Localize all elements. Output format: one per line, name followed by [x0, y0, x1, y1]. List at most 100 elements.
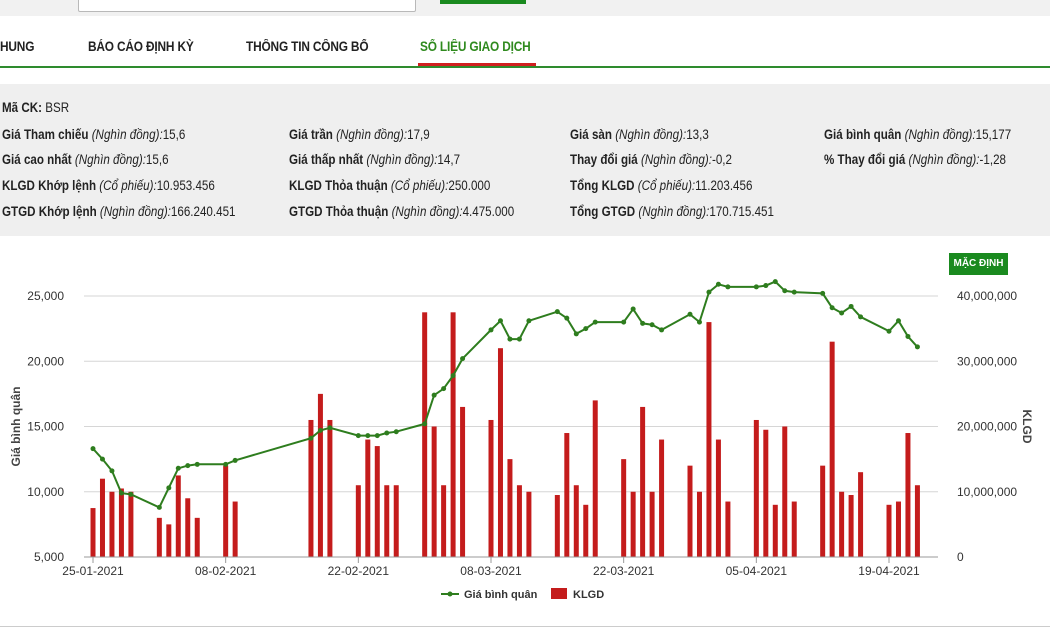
avg-price-point	[782, 288, 788, 294]
klgd-bar	[895, 501, 901, 557]
klgd-bar	[450, 312, 456, 557]
tab-bar: HUNG BÁO CÁO ĐỊNH KỲ THÔNG TIN CÔNG BỐ S…	[0, 16, 1050, 68]
klgd-bar	[327, 419, 333, 557]
klgd-bar	[175, 475, 181, 557]
avg-price-point	[384, 430, 390, 436]
y-left-tick-label: 25,000	[27, 289, 64, 303]
y-right-tick-label: 40,000,000	[957, 289, 1017, 303]
legend-bar-label: KLGD	[573, 589, 604, 601]
avg-price-point	[156, 504, 162, 510]
y-left-tick-label: 15,000	[27, 420, 64, 434]
search-input[interactable]	[78, 0, 416, 12]
klgd-bar	[573, 485, 579, 557]
x-tick-label: 19-04-2021	[858, 564, 920, 578]
tab-periodic-reports[interactable]: BÁO CÁO ĐỊNH KỲ	[88, 39, 194, 54]
klgd-bar	[526, 491, 532, 557]
avg-price-point	[90, 446, 96, 452]
klgd-bar	[355, 485, 361, 557]
tab-trading-data[interactable]: SỐ LIỆU GIAO DỊCH	[420, 39, 531, 54]
avg-price-point	[554, 309, 560, 315]
avg-price-point	[374, 433, 380, 439]
avg-price-point	[753, 284, 759, 290]
avg-price-point	[839, 310, 845, 316]
avg-price-point	[630, 306, 636, 312]
klgd-bar	[886, 504, 892, 557]
avg-price-point	[592, 319, 598, 325]
klgd-bar	[763, 429, 769, 557]
avg-price-point	[431, 392, 437, 398]
search-button[interactable]	[440, 0, 526, 4]
tab-disclosures[interactable]: THÔNG TIN CÔNG BỐ	[246, 39, 369, 54]
klgd-bar	[659, 439, 665, 557]
avg-price: Giá bình quân (Nghìn đồng):15,177	[824, 127, 1012, 142]
klgd-bar	[772, 504, 778, 557]
klgd-bar	[374, 446, 380, 557]
avg-price-point	[914, 344, 920, 350]
avg-price-point	[422, 421, 428, 427]
klgd-bar	[308, 419, 314, 557]
klgd-bar	[507, 459, 513, 557]
avg-price-line	[92, 280, 919, 509]
legend-line-marker	[447, 591, 453, 597]
avg-price-point	[450, 373, 456, 379]
klgd-bar	[905, 433, 911, 557]
avg-price-point	[526, 318, 532, 324]
avg-price-point	[118, 490, 124, 496]
avg-price-point	[858, 314, 864, 320]
klgd-bar	[725, 501, 731, 557]
avg-price-point	[640, 320, 646, 326]
default-view-button[interactable]: MẶC ĐỊNH	[949, 253, 1008, 275]
avg-price-point	[886, 328, 892, 334]
klgd-bar	[516, 485, 522, 557]
klgd-bar	[829, 341, 835, 557]
legend-line-label: Giá bình quân	[464, 589, 538, 601]
avg-price-point	[488, 327, 494, 333]
y-right-tick-label: 20,000,000	[957, 420, 1017, 434]
klgd-bar	[441, 485, 447, 557]
floor-price: Giá sàn (Nghìn đồng):13,3	[570, 127, 709, 142]
active-tab-indicator	[418, 63, 536, 66]
legend-bar-swatch	[551, 588, 567, 599]
gtgd-match: GTGD Khớp lệnh (Nghìn đồng):166.240.451	[2, 204, 236, 219]
avg-price-point	[365, 433, 371, 439]
avg-price-point	[820, 290, 826, 296]
klgd-bar	[109, 491, 115, 557]
klgd-bar	[592, 400, 598, 557]
klgd-bar	[365, 439, 371, 557]
klgd-bar	[460, 406, 466, 557]
avg-price-point	[791, 289, 797, 295]
klgd-bar	[90, 508, 96, 557]
avg-price-point	[166, 485, 172, 491]
klgd-bar	[621, 459, 627, 557]
avg-price-point	[232, 457, 238, 463]
avg-price-point	[175, 465, 181, 471]
avg-price-point	[109, 468, 115, 474]
y-left-tick-label: 20,000	[27, 354, 64, 368]
klgd-bar	[858, 472, 864, 557]
avg-price-point	[687, 311, 693, 317]
tab-general[interactable]: HUNG	[0, 39, 35, 54]
avg-price-point	[327, 425, 333, 431]
avg-price-point	[848, 303, 854, 309]
klgd-bar	[715, 439, 721, 557]
avg-price-point	[393, 429, 399, 435]
klgd-bar	[564, 433, 570, 557]
avg-price-point	[706, 289, 712, 295]
klgd-bar	[848, 495, 854, 557]
klgd-bar	[820, 465, 826, 557]
avg-price-point	[460, 356, 466, 362]
avg-price-point	[308, 435, 314, 441]
avg-price-point	[763, 283, 769, 289]
klgd-bar	[422, 312, 428, 557]
avg-price-point	[895, 318, 901, 324]
klgd-bar	[128, 491, 134, 557]
avg-price-point	[905, 333, 911, 339]
klgd-bar	[99, 478, 105, 557]
avg-price-point	[355, 433, 361, 439]
avg-price-point	[659, 327, 665, 333]
avg-price-point	[99, 456, 105, 462]
x-tick-label: 08-03-2021	[460, 564, 522, 578]
low-price: Giá thấp nhất (Nghìn đồng):14,7	[289, 152, 461, 167]
y-left-axis-title: Giá bình quân	[9, 387, 23, 467]
